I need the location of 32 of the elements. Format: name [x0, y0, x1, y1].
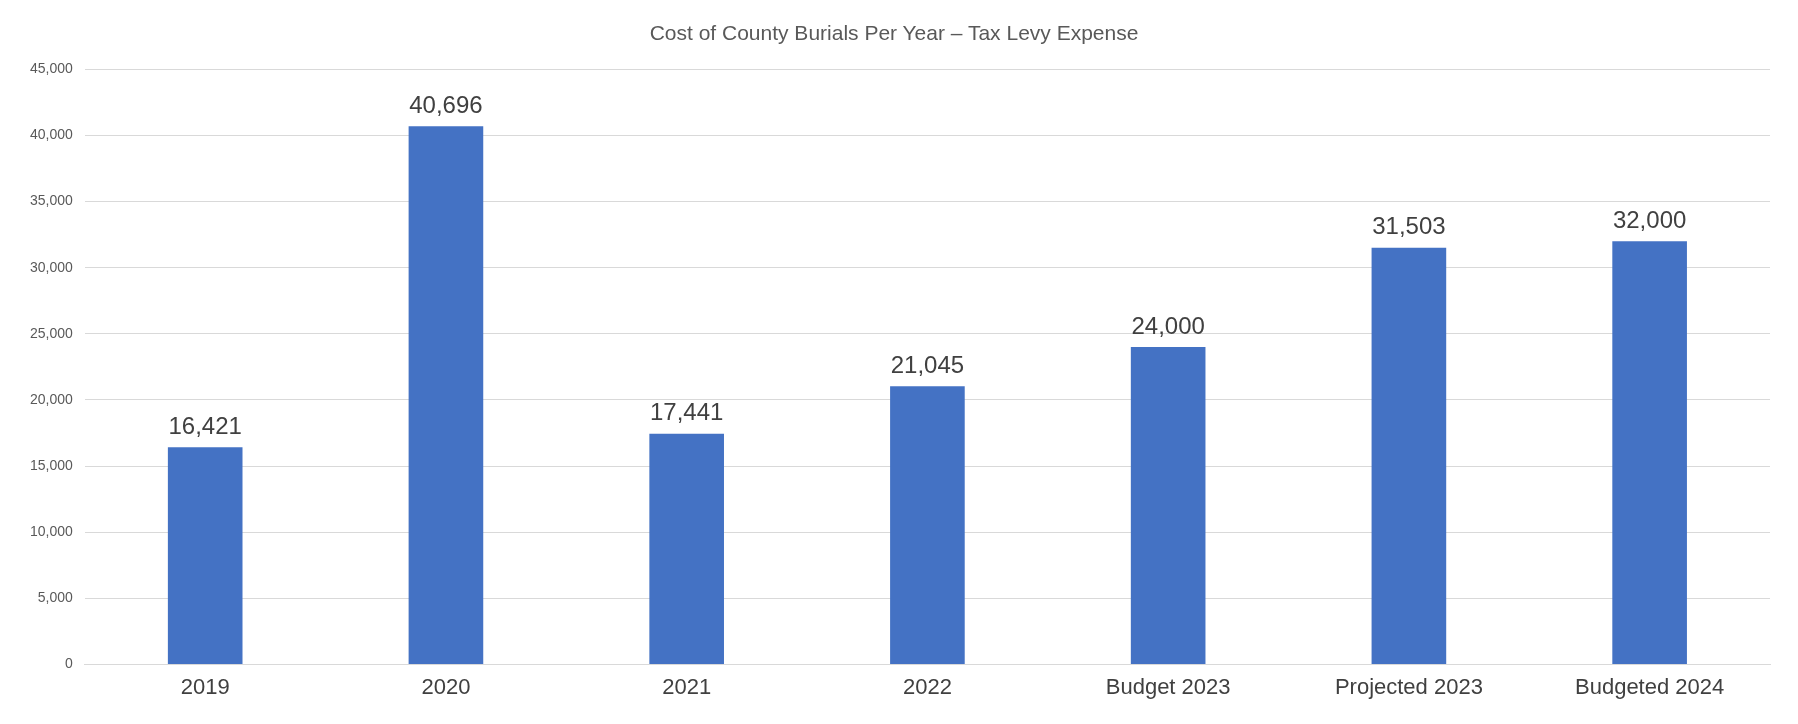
x-tick-label: Budgeted 2024 — [1575, 673, 1725, 699]
y-tick-label: 5,000 — [37, 589, 74, 606]
y-tick-label: 40,000 — [29, 126, 74, 143]
x-tick-label: 2021 — [662, 673, 712, 699]
x-tick-label: Budget 2023 — [1105, 673, 1231, 699]
data-label: 40,696 — [409, 90, 483, 118]
y-tick-label: 45,000 — [29, 60, 74, 77]
data-label: 31,503 — [1372, 212, 1446, 240]
x-tick-label: Projected 2023 — [1334, 673, 1483, 699]
y-tick-label: 0 — [65, 655, 74, 672]
data-label: 16,421 — [168, 411, 242, 439]
data-label: 21,045 — [890, 350, 965, 378]
bar — [890, 386, 965, 665]
y-tick-label: 20,000 — [29, 390, 74, 407]
data-label: 24,000 — [1131, 311, 1205, 339]
x-tick-label: 2022 — [902, 673, 952, 699]
data-label: 17,441 — [649, 398, 724, 426]
chart-title: Cost of County Burials Per Year – Tax Levy Expense — [649, 21, 1139, 45]
y-tick-label: 15,000 — [29, 456, 74, 473]
x-tick-label: 2019 — [180, 673, 230, 699]
data-label: 32,000 — [1612, 205, 1687, 233]
bar — [408, 126, 484, 665]
bar — [1130, 347, 1206, 665]
bar — [167, 447, 243, 665]
bar — [649, 433, 724, 665]
y-tick-label: 10,000 — [29, 523, 74, 540]
bar — [1371, 247, 1447, 665]
y-tick-label: 30,000 — [29, 258, 74, 275]
y-tick-label: 35,000 — [29, 192, 74, 209]
bar — [1612, 241, 1687, 665]
y-tick-label: 25,000 — [29, 324, 74, 341]
x-tick-label: 2020 — [421, 673, 471, 699]
